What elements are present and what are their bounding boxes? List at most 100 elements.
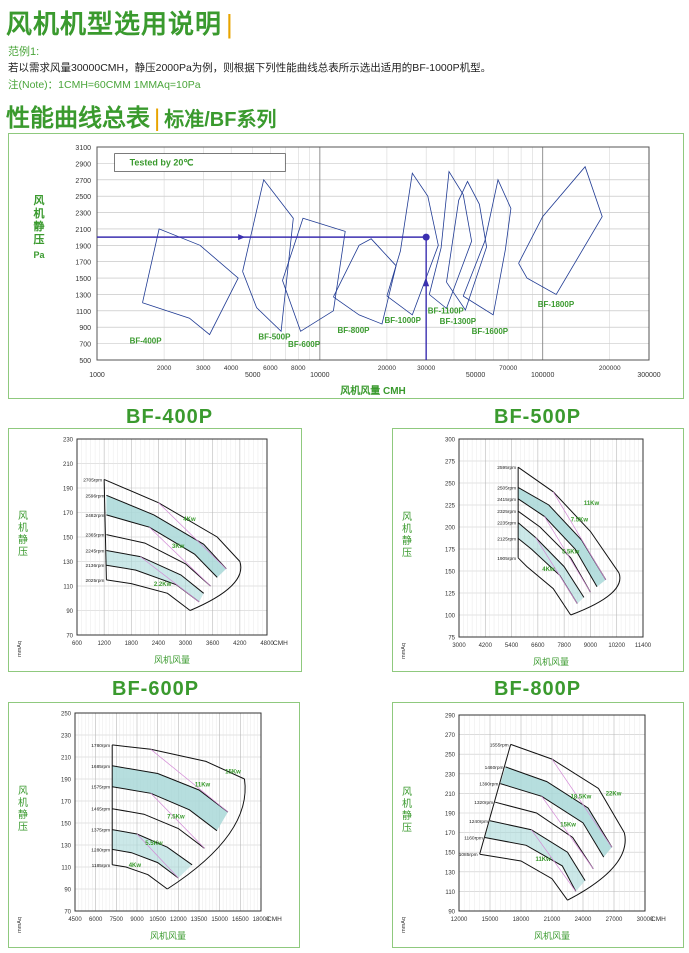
y-tick: 210 [63,462,74,468]
overview-y-tick: 2300 [75,211,91,218]
y-label: 风机静压 [402,511,412,559]
overview-x-tick-minor: 8000 [291,365,306,372]
rpm-curve [517,510,591,593]
power-label: 18.5Kw [571,794,592,800]
x-tick: 12000 [170,917,187,923]
x-tick: 1800 [125,641,139,647]
rpm-curve [112,829,193,866]
y-tick: 225 [445,504,456,510]
y-label: 风机静压 [402,786,412,834]
y-unit: mmAq [401,917,407,933]
x-tick: 5400 [505,643,519,649]
rpm-label: 2596rpm [85,493,104,499]
bf400-panel: 70 90 110 130 150 170 190 210 230 600 1200 1800 2400… [8,428,302,672]
rpm-curve [510,743,625,833]
y-tick: 130 [61,844,72,850]
overview-y-tick: 1500 [75,276,91,283]
x-tick: 18000 [513,917,530,923]
power-line [140,556,200,603]
section-title: 性能曲线总表 | 标准/BF系列 [6,105,277,132]
y-tick: 275 [445,460,456,466]
overview-chart: 500 700 900 1100 1300 1500 1700 1900 2100 2300 250… [33,145,660,397]
model-outline-bf-600p [282,217,346,332]
envelope-left [479,744,512,855]
rpm-label: 2025rpm [85,578,104,584]
overview-y-tick: 900 [79,325,91,332]
y-tick: 90 [64,888,71,894]
overview-x-tick-minor: 20000 [378,365,396,372]
x-tick: 15000 [211,917,228,923]
overview-y-tick: 500 [79,358,91,365]
plot-frame [458,714,646,912]
y-tick: 230 [61,734,72,740]
rpm-label: 1280rpm [91,847,110,853]
power-label: 2.2Kw [154,582,172,588]
rpm-label: 1465rpm [91,807,110,813]
model-outline-bf-500p [242,178,294,333]
x-tick: 1200 [97,641,111,647]
y-tick: 150 [61,822,72,828]
x-unit: CMH [651,916,666,923]
x-tick: 9000 [584,643,598,649]
y-tick: 210 [445,792,456,798]
overview-y-tick: 2500 [75,194,91,201]
rpm-curve [112,765,229,813]
rpm-curve [112,864,168,890]
power-label: 15Kw [225,770,241,776]
rpm-label: 2365rpm [85,533,104,539]
rpm-label: 2415rpm [497,497,516,503]
y-tick: 150 [63,536,74,542]
x-unit: CMH [273,640,288,647]
overview-y-tick: 1700 [75,260,91,267]
y-tick: 190 [61,778,72,784]
rpm-label: 1240rpm [469,819,488,825]
overview-x-tick-minor: 4000 [224,365,239,372]
x-label: 风机风量 [533,656,569,667]
x-tick: 10200 [608,643,625,649]
rpm-label: 2245rpm [85,548,104,554]
power-line [150,749,229,813]
overview-y-tick: 1300 [75,292,91,299]
overview-y-tick: 2100 [75,227,91,234]
power-line [551,758,613,848]
y-unit: mmAq [401,643,407,659]
x-tick: 15000 [482,917,499,923]
y-label: 风机静压 [18,785,28,833]
y-tick: 150 [445,570,456,576]
rpm-curve [112,786,218,832]
overview-x-tick-minor: 30000 [417,365,435,372]
efficiency-band [518,522,584,604]
rpm-curve [106,534,211,587]
overview-x-tick: 10000 [310,372,330,379]
rpm-label: 2705rpm [83,477,102,483]
x-tick: 24000 [575,917,592,923]
y-tick: 170 [63,511,74,517]
x-tick: 30000 [637,917,654,923]
rpm-label: 1320rpm [474,800,493,806]
power-line [552,491,607,580]
x-tick: 7800 [557,643,571,649]
y-tick: 270 [445,733,456,739]
overview-y-tick: 700 [79,342,91,349]
power-line [531,829,577,892]
efficiency-band [106,550,204,602]
bf500-title: BF-500P [494,406,582,428]
overview-panel: 500 700 900 1100 1300 1500 1700 1900 2100 2300 250… [8,133,684,399]
model-label-bf-600p: BF-600P [288,340,321,349]
x-tick: 4800 [260,641,274,647]
x-tick: 3000 [179,641,193,647]
plot-frame [76,438,268,636]
y-tick: 125 [445,592,456,598]
power-label: 3Kw [172,544,185,550]
rpm-curve [517,557,572,616]
overview-x-tick-minor: 200000 [599,365,621,372]
rpm-curve [112,808,205,849]
rpm-label: 2482rpm [85,513,104,519]
efficiency-band [500,766,612,858]
x-tick: 2400 [152,641,166,647]
y-tick: 70 [66,634,73,640]
bf600-chart: 70 90 110 130 150 170 190 210 230 250 4500 6000 7500… [17,712,282,942]
x-tick: 21000 [544,917,561,923]
efficiency-band [518,487,606,587]
rpm-curve [103,478,241,562]
